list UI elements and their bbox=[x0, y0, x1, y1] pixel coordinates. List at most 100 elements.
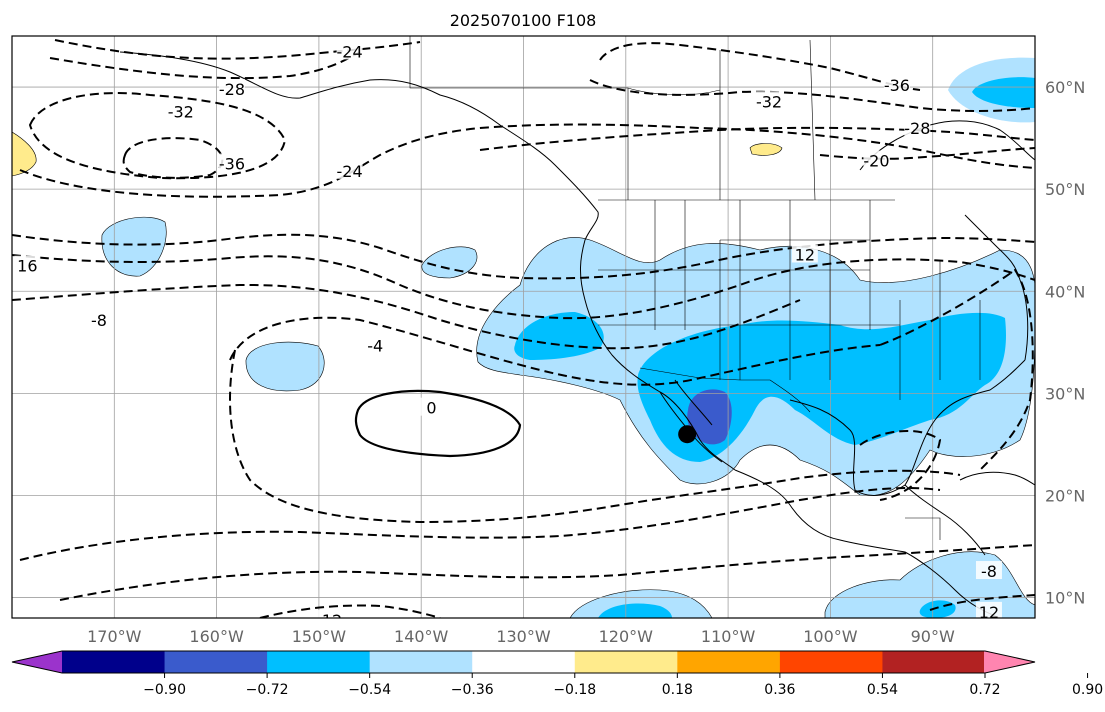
contour-minus-24-north bbox=[54, 39, 421, 60]
contour-minus-32-east bbox=[589, 79, 1035, 112]
contour-labels: -24 -28 -32 -36 -24 16 -8 -4 0 12 -32 -36 -28 -20 -8 12… bbox=[14, 41, 1002, 622]
colorbar-segment bbox=[574, 651, 678, 673]
map-frame bbox=[11, 35, 1036, 619]
contour-label-bg bbox=[336, 41, 363, 60]
us-states-grid bbox=[598, 200, 981, 400]
colorbar-segment bbox=[369, 651, 473, 673]
latitude-tick-label: 60°N bbox=[1045, 78, 1085, 97]
contour-outer-pacific bbox=[229, 349, 961, 524]
contour-gulf-loop bbox=[859, 429, 942, 501]
contour-minus-4 bbox=[229, 316, 881, 386]
contour-label-bg bbox=[418, 397, 445, 416]
figure-title: 2025070100 F108 bbox=[450, 11, 597, 30]
latitude-tick-label: 50°N bbox=[1045, 180, 1085, 199]
blue-region-west-coast bbox=[514, 312, 604, 360]
coastlines bbox=[119, 51, 1035, 618]
colorbar-extend-high bbox=[984, 651, 1035, 673]
colorbar-segment bbox=[677, 651, 781, 673]
colorbar-segment bbox=[164, 651, 268, 673]
contour-label-bg bbox=[316, 610, 343, 618]
yellow-patch-canada bbox=[749, 143, 783, 156]
latitude-tick-label: 10°N bbox=[1045, 589, 1085, 608]
contour-label: -20 bbox=[863, 152, 889, 171]
longitude-tick-label: 90°W bbox=[911, 627, 955, 646]
mexico-gulf-coast bbox=[734, 469, 1001, 618]
map-content: -24 -28 -32 -36 -24 16 -8 -4 0 12 -32 -36 -28 -20 -8 12… bbox=[12, 36, 1035, 622]
light-blue-region-pacific-center bbox=[245, 341, 325, 392]
location-marker bbox=[678, 425, 697, 444]
contour-east-coast-loop bbox=[879, 268, 1034, 471]
zero-contour bbox=[354, 389, 522, 458]
longitude-tick-label: 120°W bbox=[599, 627, 654, 646]
longitude-tick-label: 130°W bbox=[496, 627, 551, 646]
contour-label-bg bbox=[975, 601, 1002, 618]
dark-blue-core bbox=[687, 389, 732, 445]
contour-label-bg bbox=[863, 150, 890, 169]
colorbar-segment bbox=[267, 651, 371, 673]
colorbar-tick-label: 0.72 bbox=[969, 682, 1000, 698]
longitude-tick-label: 160°W bbox=[189, 627, 244, 646]
latitude-labels: 60°N 50°N 40°N 30°N 20°N 10°N bbox=[1045, 78, 1085, 608]
canada-provinces bbox=[627, 39, 816, 201]
contour-12-east-south bbox=[929, 594, 1035, 611]
colorbar-segment bbox=[779, 651, 883, 673]
contour-label-bg bbox=[883, 75, 910, 94]
contour-label: -32 bbox=[756, 92, 782, 111]
contour-label-bg bbox=[336, 160, 363, 179]
yucatan bbox=[904, 484, 986, 556]
colorbar-tick-label: 0.90 bbox=[1072, 682, 1103, 698]
colorbar: −0.90 −0.72 −0.54 −0.36 −0.18 0.18 0.36 0.54 0.7… bbox=[11, 650, 1103, 698]
colorbar-segment bbox=[472, 651, 576, 673]
east-coast-us bbox=[964, 214, 1029, 361]
contour-label: -28 bbox=[904, 119, 930, 138]
longitude-tick-label: 170°W bbox=[87, 627, 142, 646]
contour-label: -24 bbox=[337, 162, 363, 181]
contour-label: -32 bbox=[168, 103, 194, 122]
contour-minus-24-wrap bbox=[19, 123, 1035, 198]
negative-contours bbox=[12, 39, 1035, 618]
blue-region-hudson bbox=[972, 77, 1035, 108]
contour-minus-36-east bbox=[599, 42, 921, 91]
contour-label: -24 bbox=[337, 42, 363, 61]
hudson-bay bbox=[859, 120, 1035, 171]
contour-label: -28 bbox=[219, 80, 245, 99]
contour-label: 16 bbox=[17, 257, 37, 276]
colorbar-tick-label: −0.36 bbox=[451, 682, 494, 698]
us-mexico-border bbox=[639, 367, 811, 413]
contour-label: 12 bbox=[979, 603, 999, 622]
longitude-tick-label: 110°W bbox=[701, 627, 756, 646]
contour-minus-28-east bbox=[479, 126, 1035, 151]
contour-minus-20-east bbox=[819, 147, 1035, 160]
contour-label-bg bbox=[167, 101, 194, 120]
colorbar-tick-label: 0.18 bbox=[662, 682, 693, 698]
yellow-patch-west bbox=[12, 131, 37, 177]
contour-label: -36 bbox=[884, 76, 910, 95]
contour-label-bg bbox=[756, 91, 783, 110]
longitude-tick-label: 100°W bbox=[803, 627, 858, 646]
contour-label: -8 bbox=[981, 562, 997, 581]
contour-label: 12 bbox=[795, 246, 815, 265]
contour-label: -4 bbox=[367, 336, 383, 355]
colorbar-segment bbox=[882, 651, 986, 673]
colorbar-tick-label: −0.54 bbox=[348, 682, 391, 698]
contour-label: 0 bbox=[426, 399, 436, 418]
latitude-tick-label: 20°N bbox=[1045, 486, 1085, 505]
colorbar-tick-label: 0.54 bbox=[867, 682, 898, 698]
colorbar-outline bbox=[11, 650, 1036, 674]
contour-16 bbox=[12, 233, 1035, 280]
latitude-tick-label: 30°N bbox=[1045, 384, 1085, 403]
longitude-tick-label: 140°W bbox=[394, 627, 449, 646]
cuba bbox=[959, 471, 1035, 486]
colorbar-extend-low bbox=[12, 651, 63, 673]
contour-label: -36 bbox=[219, 155, 245, 174]
contour-12 bbox=[12, 254, 1035, 320]
light-blue-region-north-pacific bbox=[421, 246, 478, 279]
contour-minus-32-loop bbox=[28, 92, 287, 180]
central-america-border bbox=[905, 517, 941, 540]
blue-region-south-pacific bbox=[598, 603, 672, 618]
colorbar-tick-label: −0.72 bbox=[246, 682, 289, 698]
contour-minus-36-loop bbox=[122, 137, 224, 179]
contour-minus-8 bbox=[12, 283, 801, 350]
contour-label-bg bbox=[218, 153, 245, 172]
